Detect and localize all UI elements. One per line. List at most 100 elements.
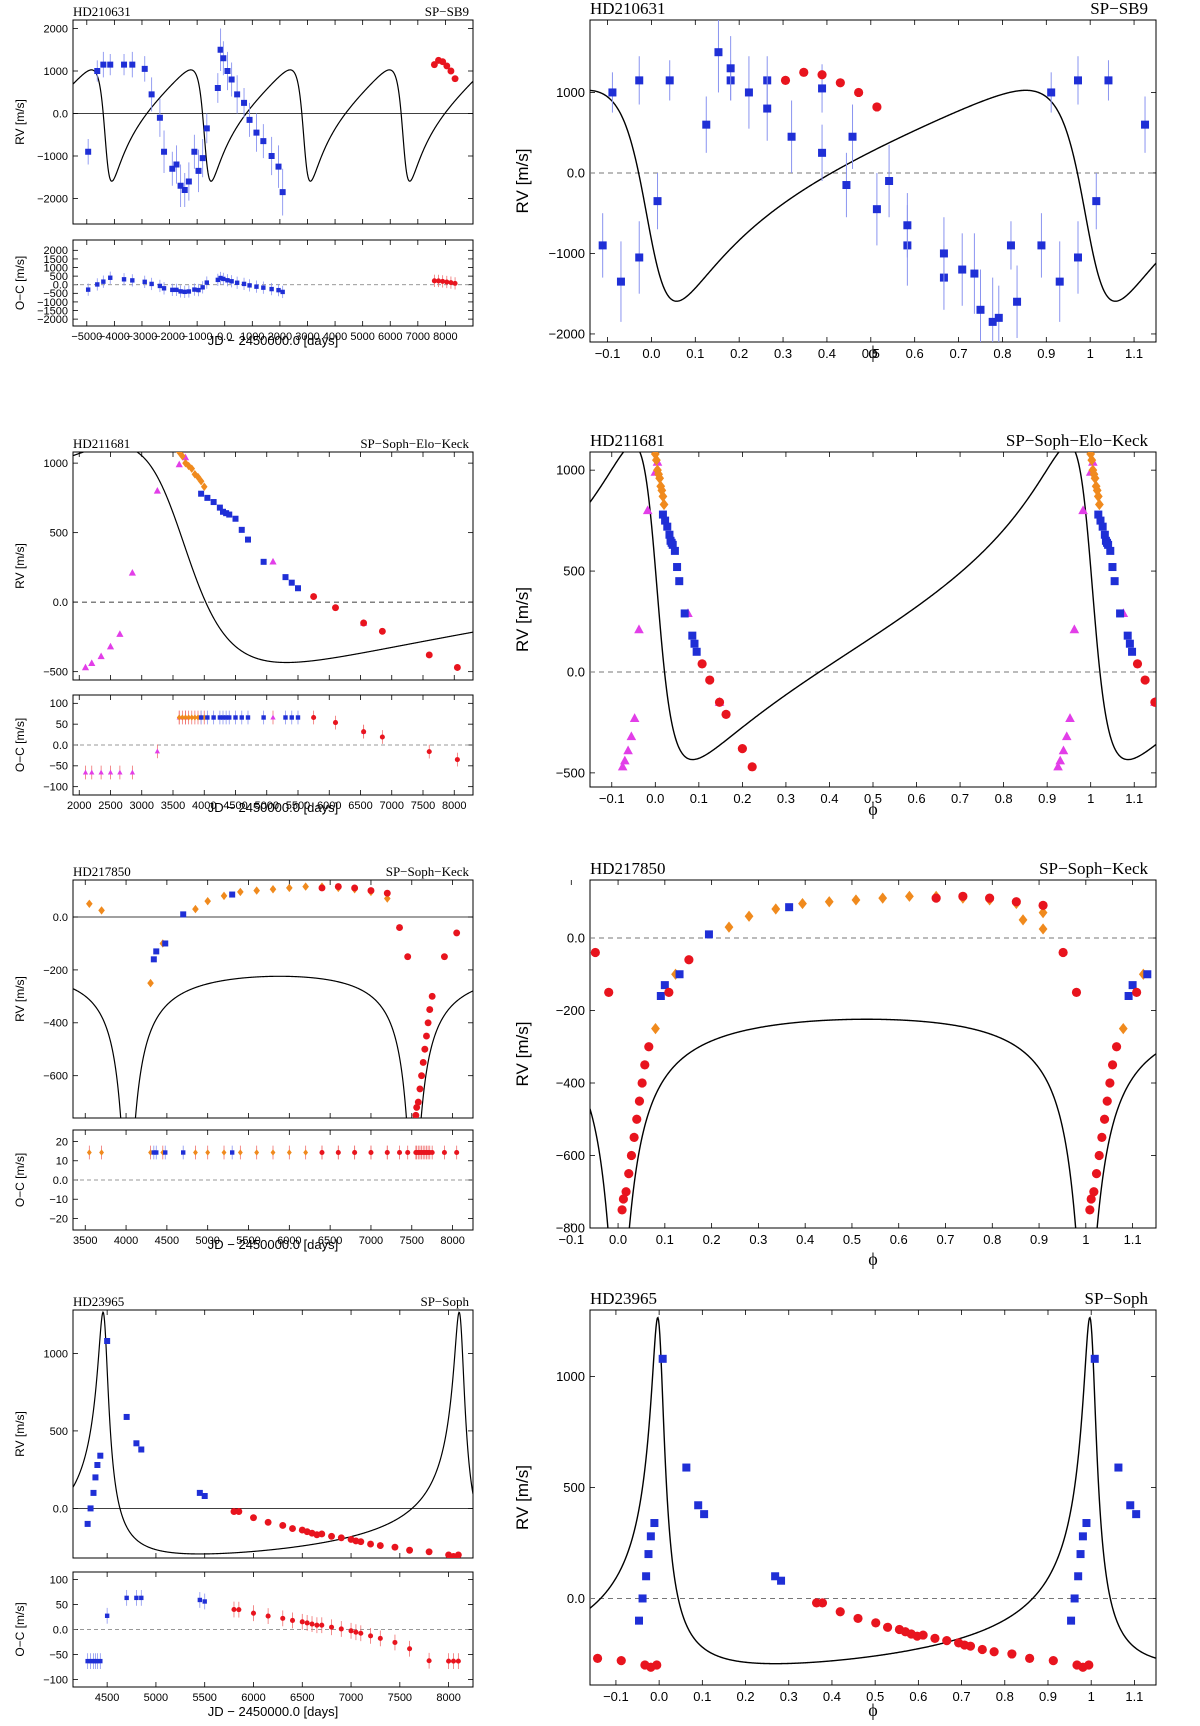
phase-point [675, 577, 684, 586]
oc-point [261, 715, 266, 720]
phase-point [1110, 577, 1119, 586]
data-point [198, 490, 205, 497]
data-point [148, 91, 155, 98]
phase-point [1092, 197, 1101, 206]
data-point [180, 911, 187, 918]
phase-point [799, 67, 809, 77]
series-sp [310, 593, 461, 671]
instruments-phase: SP−SB9 [1090, 0, 1148, 18]
phase-point [626, 731, 637, 741]
phase-point [668, 540, 677, 549]
oc-point [134, 1595, 139, 1601]
oc-point [192, 714, 198, 721]
oc-point [289, 715, 294, 720]
y-axis-label: RV [m/s] [13, 976, 27, 1022]
y-tick-label: 2000 [44, 23, 68, 35]
data-point [97, 1452, 104, 1459]
data-point [220, 508, 226, 515]
oc-point [197, 1597, 203, 1603]
phase-point [1055, 277, 1064, 286]
oc-point [440, 278, 446, 284]
series-sp [230, 1508, 462, 1558]
series-sp [318, 883, 461, 1118]
phase-point [835, 78, 845, 88]
star-name-time: HD210631 [73, 4, 131, 19]
y-tick-label: 1500 [44, 254, 68, 266]
x-tick-label: 1.1 [1124, 1232, 1142, 1247]
phase-point [885, 177, 894, 185]
oc-point [170, 287, 175, 293]
oc-point [289, 1617, 296, 1623]
instruments-time: SP−SB9 [425, 4, 469, 19]
y-tick-label: −100 [43, 1674, 68, 1686]
phase-point [780, 75, 791, 85]
oc-point [179, 714, 185, 721]
phase-point [660, 981, 669, 990]
x-tick-label: 7500 [411, 800, 435, 812]
oc-point [183, 714, 188, 721]
x-tick-label: 8000 [442, 800, 466, 812]
oc-point [98, 1658, 103, 1664]
x-tick-label: 0.2 [737, 1689, 755, 1704]
phase-point [965, 1641, 976, 1651]
x-tick-label: −0.1 [603, 1689, 629, 1704]
oc-point [160, 1149, 166, 1156]
data-point [161, 148, 168, 155]
data-point [237, 887, 244, 897]
star-name-time: HD211681 [73, 436, 130, 451]
x-tick-label: 0.5 [864, 791, 882, 806]
phase-point [604, 987, 614, 997]
x-tick-label: 6000 [317, 800, 341, 812]
x-tick-label: 0.0 [217, 331, 232, 343]
phase-point [665, 530, 674, 539]
oc-point [157, 283, 163, 289]
oc-point [227, 715, 232, 720]
oc-point [107, 769, 114, 775]
data-point [90, 1489, 97, 1496]
phase-point [1061, 731, 1072, 741]
oc-point [329, 1624, 335, 1630]
star-name-phase: HD217850 [590, 859, 666, 878]
phase-x-axis-label: ϕ [868, 799, 877, 819]
data-point [92, 1474, 99, 1481]
y-tick-label: 0.0 [53, 1175, 68, 1187]
oc-point [186, 714, 192, 721]
data-point [288, 579, 295, 586]
y-axis-label: RV [m/s] [13, 1411, 27, 1457]
y-axis-label: RV [m/s] [13, 99, 27, 145]
y-tick-label: −10 [49, 1194, 68, 1206]
phase-point [616, 1655, 626, 1666]
phase-point [680, 609, 689, 618]
data-point [86, 899, 93, 908]
data-point [414, 1098, 422, 1106]
data-point [269, 557, 277, 565]
x-tick-label: 0.9 [1030, 1232, 1048, 1247]
data-point [264, 1518, 272, 1526]
oc-point [452, 280, 458, 286]
oc-point [221, 1149, 227, 1156]
phase-point [682, 1463, 691, 1472]
phase-point [658, 490, 668, 502]
phase-point [976, 305, 985, 314]
phase-point [1018, 914, 1028, 926]
phase-point [1098, 522, 1107, 531]
phase-point [675, 970, 684, 979]
oc-point [86, 1149, 92, 1156]
data-point [391, 1543, 399, 1551]
oc-point [353, 1629, 359, 1635]
oc-point [88, 1658, 93, 1664]
oc-series-soph [85, 1589, 207, 1670]
y-tick-label: −500 [556, 765, 585, 780]
oc-point [358, 1630, 364, 1636]
x-tick-label: 0.8 [983, 1232, 1001, 1247]
phase-point [651, 454, 661, 466]
phase-point [1076, 1550, 1085, 1559]
x-tick-label: 8000 [440, 1235, 464, 1247]
phase-point [1093, 490, 1103, 502]
x-tick-label: 5500 [236, 1235, 260, 1247]
y-tick-label: 0.0 [53, 108, 68, 120]
phase-point [930, 1633, 940, 1644]
oc-axis-label: O−C [m/s] [13, 1602, 27, 1656]
phase-point [690, 639, 699, 648]
